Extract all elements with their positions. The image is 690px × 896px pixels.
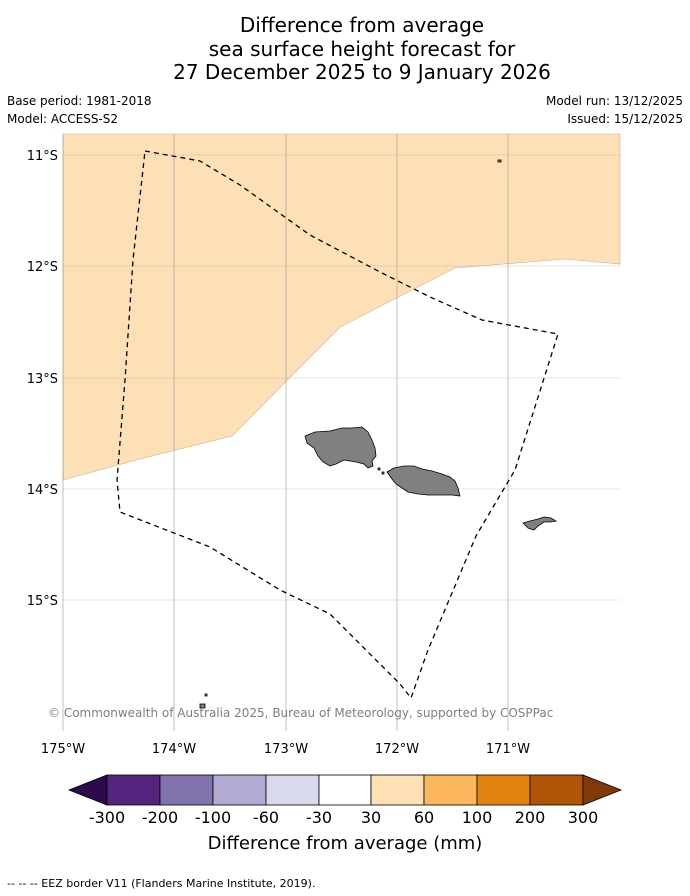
upolu-island <box>386 465 461 497</box>
colorbar-extend-high <box>582 774 623 806</box>
title-line-2: sea surface height forecast for <box>208 36 516 61</box>
model-label: Model: ACCESS-S2 <box>7 112 119 126</box>
colorbar-bin-minus30-30 <box>318 774 372 806</box>
lon-label-173w: 173°W <box>264 742 308 757</box>
colorbar-tick-label: -200 <box>141 808 179 827</box>
colorbar-tick-label: -100 <box>194 808 232 827</box>
base-period-label: Base period: 1981-2018 <box>7 94 152 108</box>
latitude-labels: 11°S 12°S 13°S 14°S 15°S <box>27 149 58 609</box>
copyright-notice: © Commonwealth of Australia 2025, Bureau… <box>48 706 554 720</box>
eez-footnote: -- -- -- EEZ border V11 (Flanders Marine… <box>7 877 316 890</box>
chart-title: Difference from average sea surface heig… <box>0 13 690 85</box>
colorbar-bin-60-100 <box>423 774 478 806</box>
tutuila-island <box>522 516 558 531</box>
title-line-1: Difference from average <box>239 13 485 37</box>
islet-southwest-small <box>204 693 208 697</box>
lat-label-14s: 14°S <box>27 483 58 498</box>
colorbar-tick-label: 100 <box>461 808 493 827</box>
lon-label-172w: 172°W <box>375 742 419 757</box>
anomaly-region-30-60 <box>62 133 621 481</box>
colorbar-bin-100-200 <box>476 774 531 806</box>
savaii-island <box>304 426 377 469</box>
lat-label-13s: 13°S <box>27 372 58 387</box>
lat-label-11s: 11°S <box>27 149 58 164</box>
lat-label-12s: 12°S <box>27 260 58 275</box>
colorbar-tick-label: 200 <box>514 808 546 827</box>
colorbar-tick-label: 30 <box>360 808 382 827</box>
eez-border <box>116 150 559 700</box>
model-run-label: Model run: 13/12/2025 <box>545 94 683 108</box>
longitude-labels: 175°W 174°W 173°W 172°W 171°W <box>41 742 530 757</box>
colorbar-tick-label: -30 <box>305 808 333 827</box>
colorbar-tick-label: -300 <box>88 808 126 827</box>
lon-label-174w: 174°W <box>152 742 196 757</box>
colorbar <box>67 774 623 806</box>
colorbar-extend-low <box>67 774 108 806</box>
colorbar-bin-minus100-minus60 <box>212 774 267 806</box>
islet-between-1 <box>377 467 381 471</box>
islands <box>199 159 558 709</box>
colorbar-bin-minus60-minus30 <box>265 774 320 806</box>
colorbar-tick-label: 300 <box>567 808 599 827</box>
islet-north <box>497 159 502 163</box>
colorbar-tick-label: 60 <box>413 808 435 827</box>
islet-southwest <box>199 703 206 709</box>
issued-label: Issued: 15/12/2025 <box>567 112 683 126</box>
colorbar-bin-minus300-minus200 <box>106 774 161 806</box>
gridlines <box>62 134 620 731</box>
colorbar-bin-30-60 <box>370 774 425 806</box>
colorbar-tick-label: -60 <box>252 808 280 827</box>
lon-label-171w: 171°W <box>486 742 530 757</box>
lon-label-175w: 175°W <box>41 742 85 757</box>
title-line-3: 27 December 2025 to 9 January 2026 <box>173 60 551 84</box>
islet-between-2 <box>381 471 385 475</box>
colorbar-bin-200-300 <box>529 774 584 806</box>
lat-label-15s: 15°S <box>27 594 58 609</box>
colorbar-bin-minus200-minus100 <box>159 774 214 806</box>
colorbar-title: Difference from average (mm) <box>207 833 483 854</box>
